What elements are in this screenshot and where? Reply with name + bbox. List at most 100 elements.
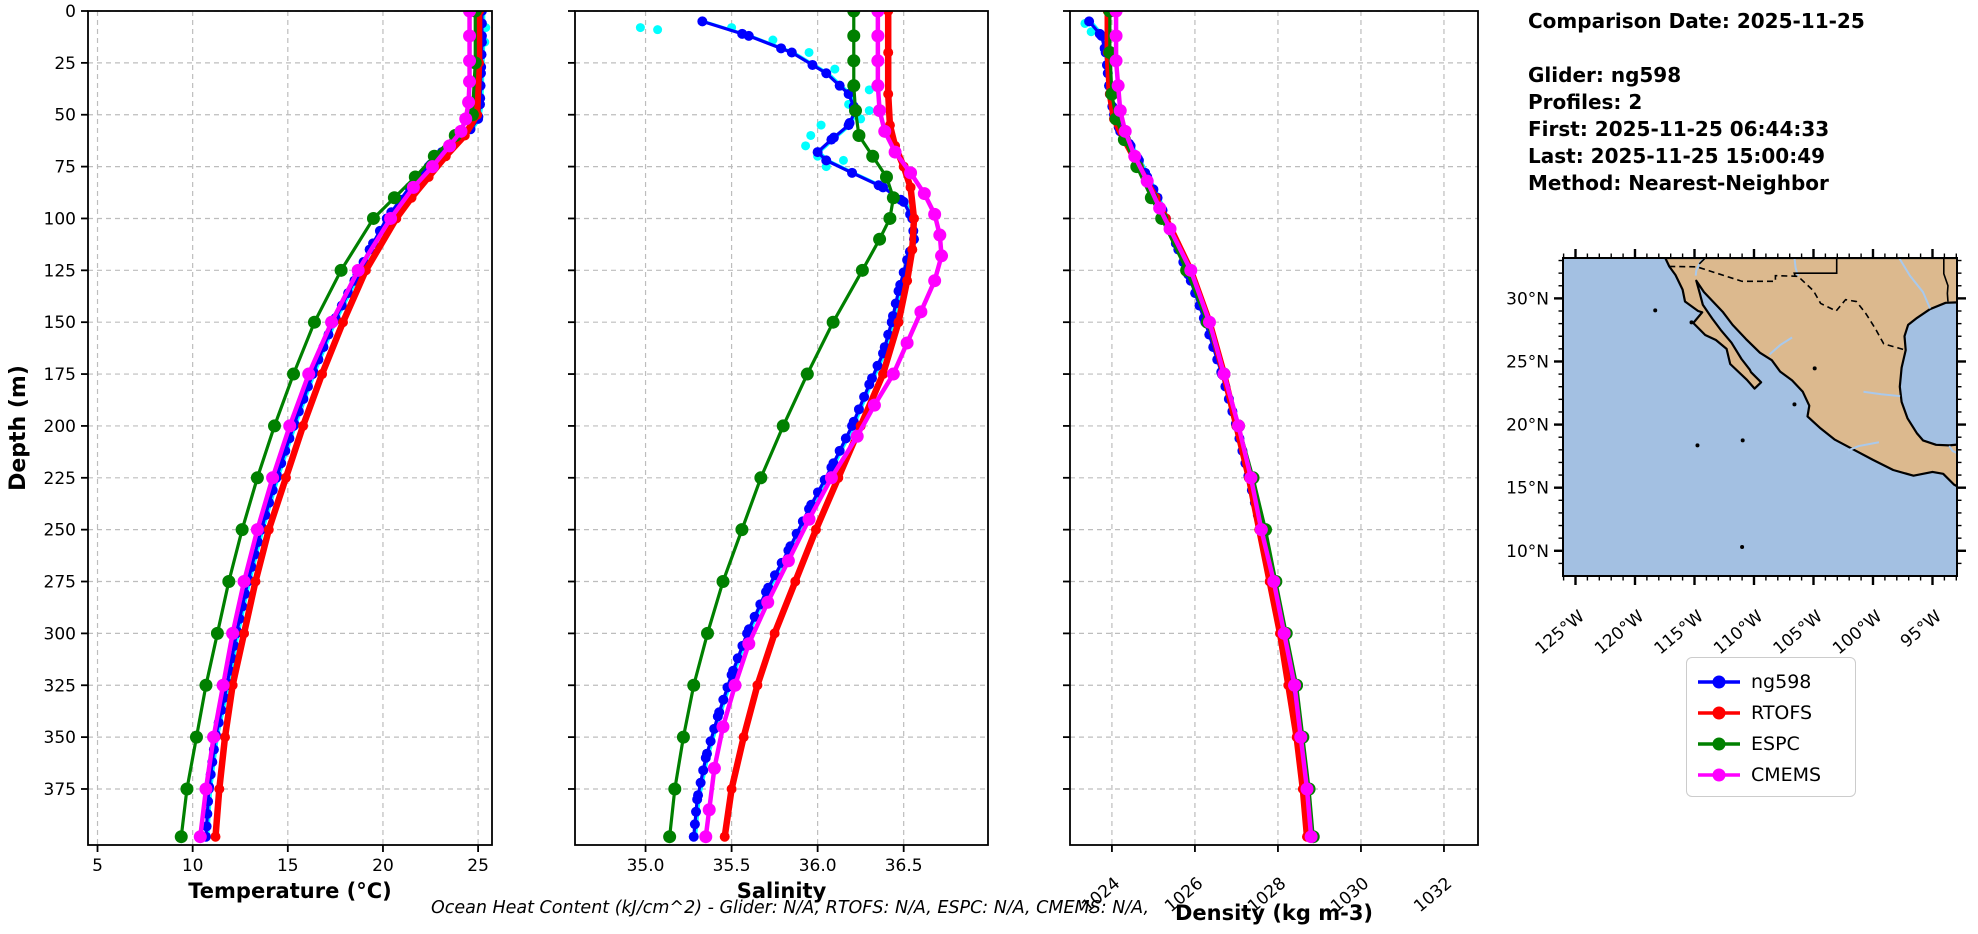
y-tick-label: 350 [44, 728, 76, 748]
salinity-plot-area [635, 11, 949, 844]
y-tick-label: 275 [44, 573, 76, 593]
map-frame [1562, 257, 1958, 577]
x-tick-label: 35.5 [713, 856, 751, 876]
x-tick-label: 20 [372, 856, 394, 876]
series-markers-ESPC [663, 11, 900, 844]
x-tick-label: 36.5 [885, 856, 923, 876]
y-tick-label: 325 [44, 676, 76, 696]
legend-item-ESPC: ESPC [1697, 728, 1845, 759]
y-tick-label: 0 [65, 2, 76, 22]
raw-scatter-point [838, 155, 848, 165]
map-lat-label: 15°N [1506, 479, 1549, 499]
raw-scatter-point [801, 141, 811, 151]
raw-scatter-point [806, 130, 816, 140]
legend: ng598 RTOFS ESPC CMEMS [1686, 657, 1856, 797]
axes-frame [1069, 10, 1479, 846]
map-lon-label: 115°W [1651, 606, 1708, 659]
density-axis-label: Density (kg m-3) [1175, 901, 1373, 925]
series-markers-RTOFS [210, 11, 485, 842]
x-tick-label: 15 [277, 856, 299, 876]
map-island [1812, 366, 1817, 371]
x-tick-label: 36.0 [799, 856, 837, 876]
map-lon-label: 95°W [1897, 606, 1946, 652]
density-plot-area [1080, 11, 1320, 844]
map-lon-label: 125°W [1532, 606, 1589, 659]
y-tick-label: 375 [44, 780, 76, 800]
info-spacer [1528, 35, 1865, 62]
y-tick-label: 75 [54, 158, 76, 178]
raw-scatter-point [804, 47, 814, 57]
salinity-chart: 35.0 35.5 36.0 36.5 Salinity [568, 10, 989, 903]
info-profiles: Profiles: 2 [1528, 90, 1643, 114]
series-line-RTOFS [212, 11, 483, 840]
legend-label: CMEMS [1751, 763, 1822, 786]
legend-item-RTOFS: RTOFS [1697, 697, 1845, 728]
series-markers-ESPC [1103, 11, 1320, 844]
legend-label: ESPC [1751, 732, 1800, 755]
y-tick-label: 25 [54, 54, 76, 74]
info-comparison-date: Comparison Date: 2025-11-25 [1528, 9, 1865, 33]
raw-scatter-point [635, 23, 645, 33]
map-lon-label: 100°W [1829, 606, 1886, 659]
y-tick-label: 50 [54, 106, 76, 126]
map-island [1653, 308, 1658, 313]
info-panel: Comparison Date: 2025-11-25 Glider: ng59… [1528, 8, 1865, 197]
x-tick-label: 35.0 [627, 856, 665, 876]
info-first: First: 2025-11-25 06:44:33 [1528, 117, 1830, 141]
map-island [1740, 544, 1745, 549]
y-tick-label: 100 [44, 209, 76, 229]
map-island [1792, 402, 1797, 407]
legend-line-sample [1698, 768, 1740, 781]
raw-scatter-point [864, 106, 874, 116]
y-tick-label: 250 [44, 521, 76, 541]
x-tick-label: 5 [92, 856, 103, 876]
map-river [1948, 445, 1957, 455]
legend-label: RTOFS [1751, 701, 1813, 724]
y-tick-label: 300 [44, 624, 76, 644]
series-line-ESPC [1108, 11, 1315, 839]
x-tick-label: 1032 [1410, 874, 1456, 917]
map-island [1689, 320, 1694, 325]
x-tick-label: 25 [467, 856, 489, 876]
legend-item-ng598: ng598 [1697, 666, 1845, 697]
raw-scatter-point [864, 85, 874, 95]
map-river [1768, 336, 1793, 356]
raw-scatter-point [653, 25, 663, 35]
temperature-chart: 5 10 15 20 250255075100125150175200225250275… [6, 2, 493, 903]
map-island [1695, 443, 1700, 448]
legend-label: ng598 [1751, 670, 1812, 693]
ocean-heat-content-caption: Ocean Heat Content (kJ/cm^2) - Glider: N… [430, 898, 1150, 918]
map-river [1898, 258, 1932, 309]
info-glider: Glider: ng598 [1528, 63, 1682, 87]
y-tick-label: 125 [44, 261, 76, 281]
series-line-CMEMS [703, 11, 944, 839]
series-markers-CMEMS [1109, 11, 1318, 844]
legend-line-sample [1698, 706, 1740, 719]
legend-line-sample [1698, 737, 1740, 750]
series-markers-ng598 [200, 11, 487, 842]
axes-frame [574, 10, 989, 846]
map-border-us-mexico [1669, 265, 1906, 351]
legend-item-CMEMS: CMEMS [1697, 759, 1845, 790]
y-tick-label: 175 [44, 365, 76, 385]
series-markers-CMEMS [699, 11, 949, 844]
series-line-CMEMS [198, 11, 472, 839]
series-markers-CMEMS [193, 11, 477, 844]
series-line-CMEMS [1113, 11, 1314, 839]
temperature-axis-label: Temperature (°C) [188, 879, 391, 903]
raw-scatter-point [1086, 27, 1096, 37]
y-tick-label: 225 [44, 469, 76, 489]
map-land-mexico [1664, 258, 1957, 488]
series-line-ng598 [204, 11, 484, 839]
info-method: Method: Nearest-Neighbor [1528, 171, 1829, 195]
legend-line-sample [1698, 675, 1740, 688]
x-tick-label: 10 [182, 856, 204, 876]
raw-scatter-point [816, 120, 826, 130]
map-island [1740, 438, 1745, 443]
series-markers-RTOFS [1102, 11, 1312, 842]
series-line-RTOFS [1104, 11, 1311, 840]
raw-scatter-point [768, 35, 778, 45]
